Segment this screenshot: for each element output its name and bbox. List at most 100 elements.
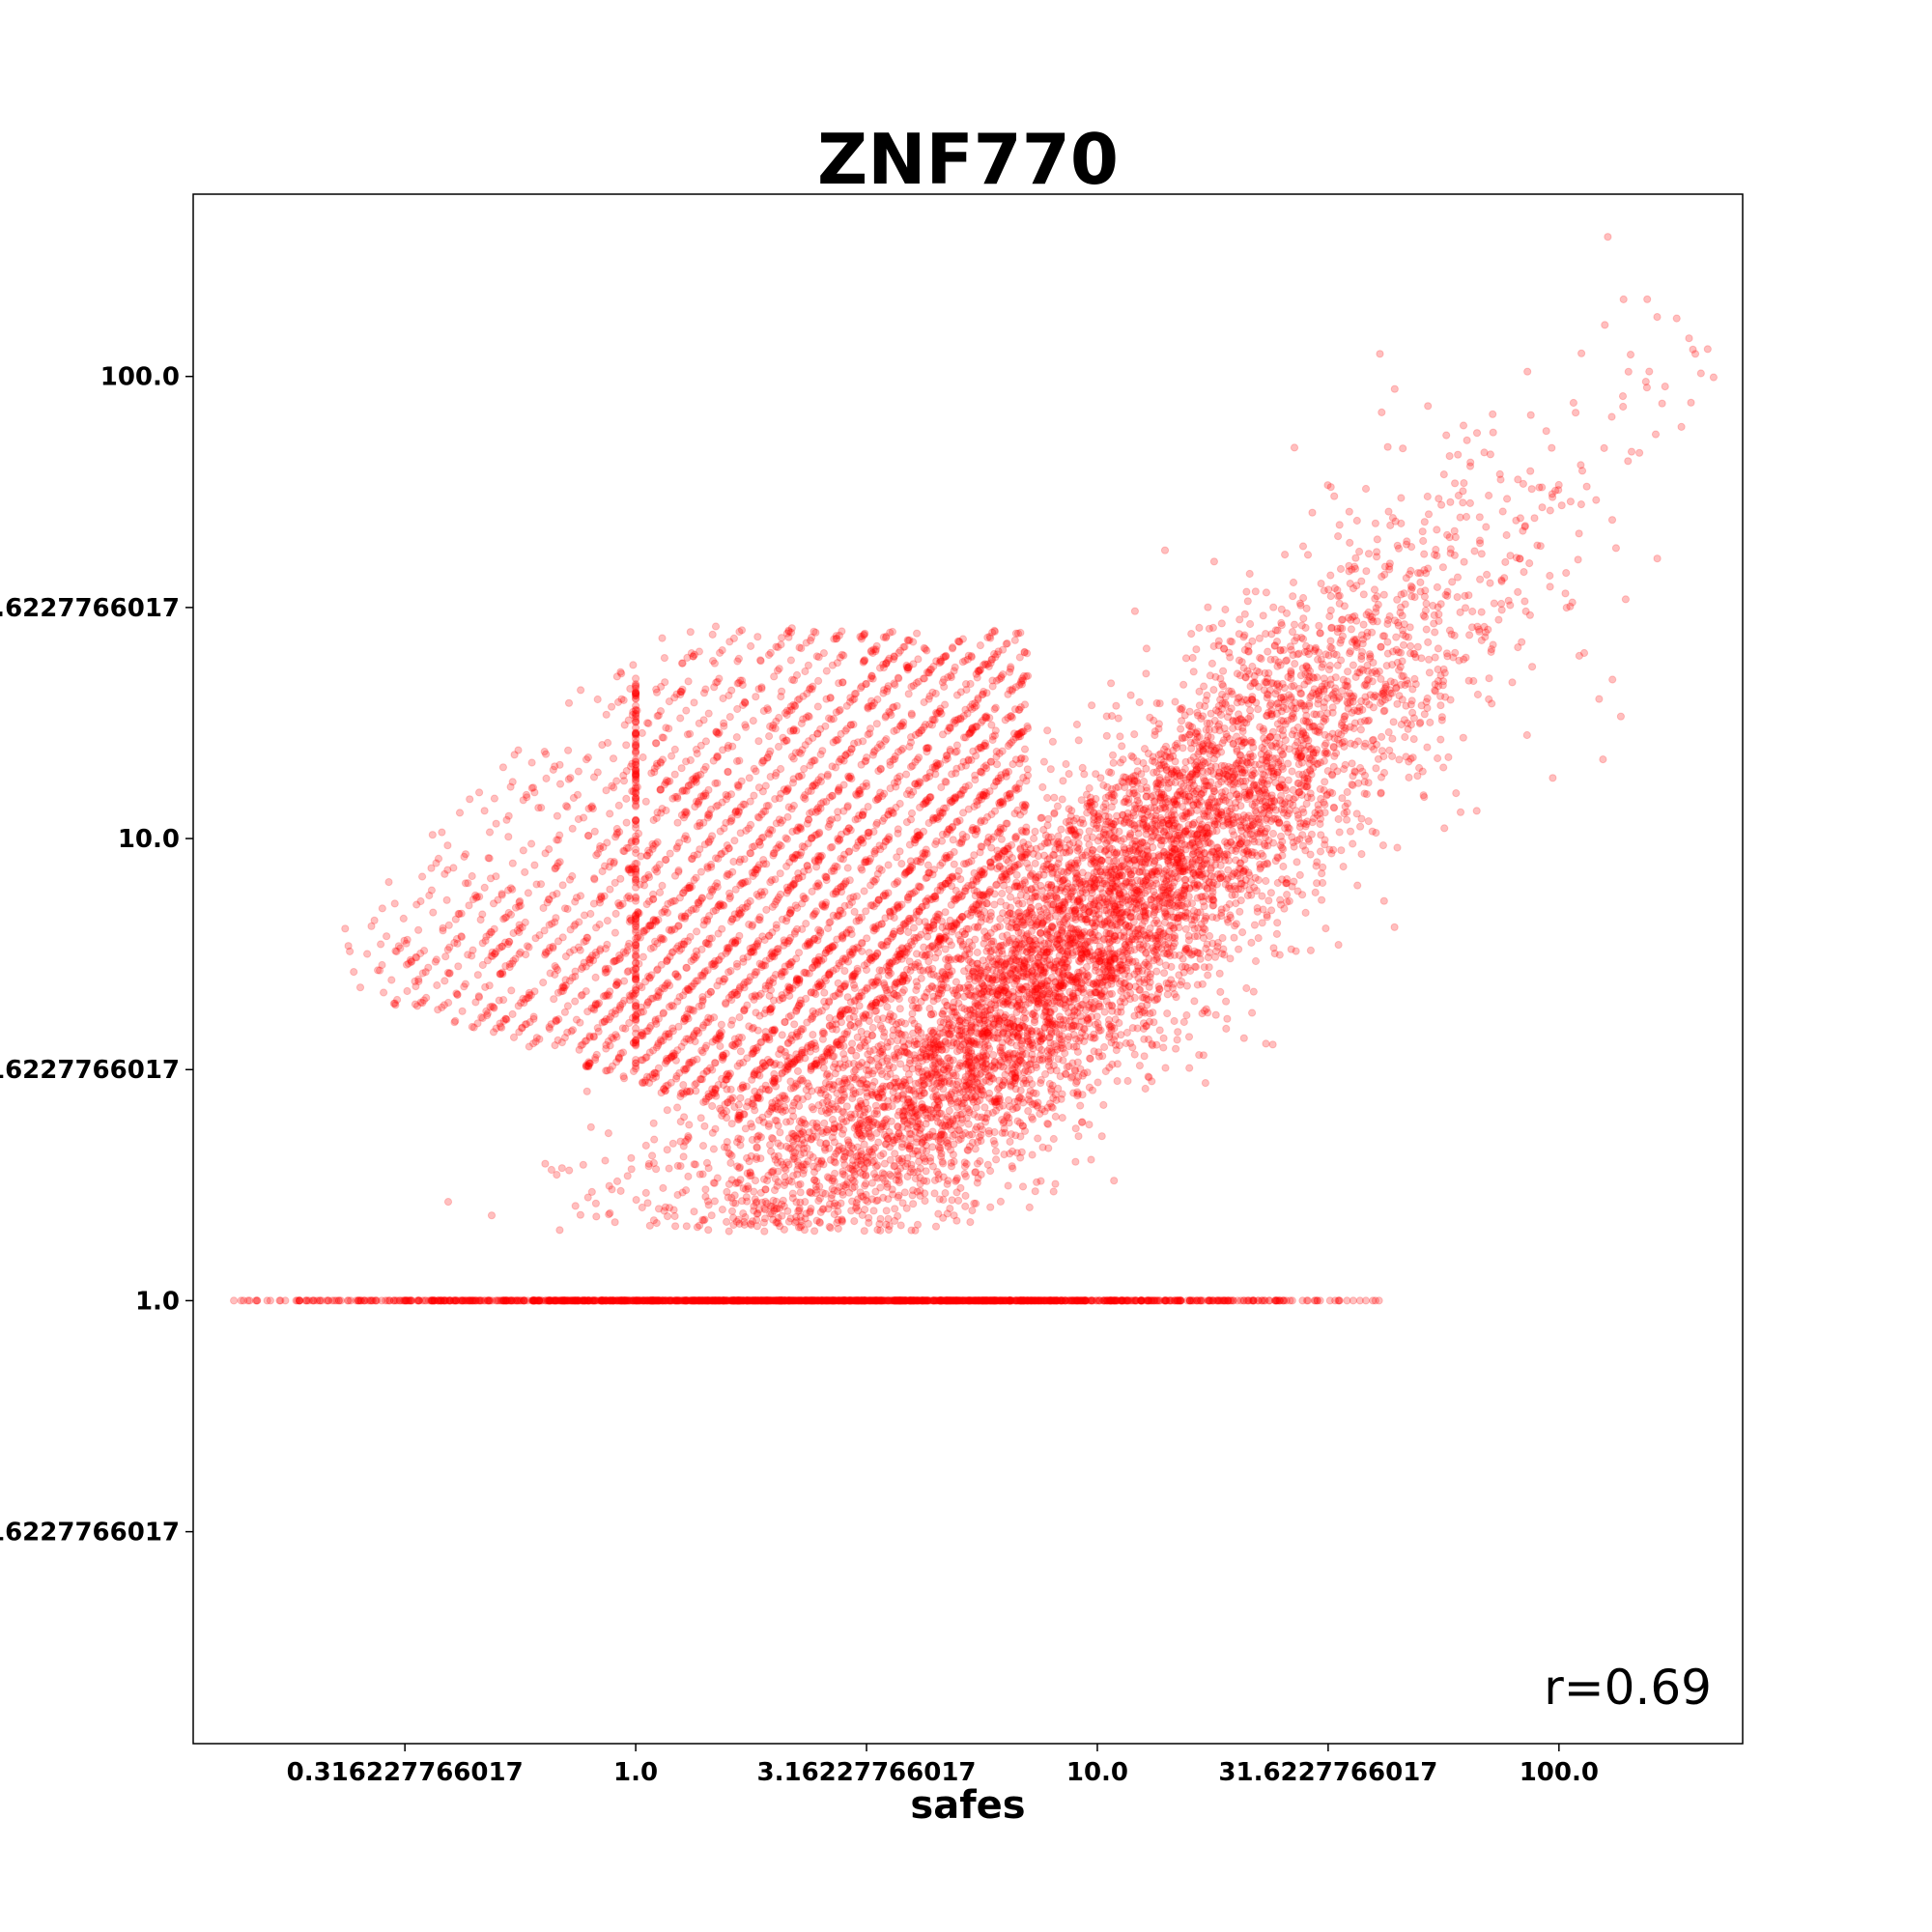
scatter-point bbox=[1548, 493, 1557, 501]
scatter-point bbox=[1111, 1032, 1120, 1040]
scatter-point bbox=[1498, 507, 1507, 516]
scatter-point bbox=[1088, 701, 1096, 710]
scatter-point bbox=[1135, 1062, 1145, 1070]
scatter-point bbox=[1183, 784, 1193, 793]
scatter-point bbox=[1357, 577, 1366, 585]
scatter-point bbox=[1441, 590, 1450, 600]
scatter-point bbox=[1341, 802, 1350, 811]
scatter-point bbox=[724, 1227, 733, 1236]
scatter-point bbox=[1078, 888, 1087, 896]
scatter-point bbox=[1114, 714, 1122, 723]
scatter-point bbox=[1116, 732, 1124, 741]
scatter-point bbox=[950, 860, 958, 868]
scatter-point bbox=[1217, 619, 1226, 628]
scatter-point bbox=[1379, 768, 1389, 778]
scatter-point bbox=[1440, 824, 1449, 833]
scatter-point bbox=[985, 1006, 995, 1014]
scatter-point bbox=[1600, 443, 1608, 452]
scatter-point bbox=[1008, 919, 1016, 927]
scatter-point bbox=[973, 1179, 981, 1187]
scatter-point bbox=[1276, 646, 1285, 655]
scatter-point bbox=[861, 1038, 869, 1047]
scatter-point bbox=[1287, 674, 1295, 683]
scatter-point bbox=[1291, 660, 1299, 668]
scatter-point bbox=[824, 1100, 833, 1110]
scatter-point bbox=[998, 889, 1007, 898]
scatter-point bbox=[1290, 620, 1299, 629]
scatter-point bbox=[1200, 963, 1208, 972]
scatter-point bbox=[1198, 820, 1207, 829]
scatter-point bbox=[1272, 929, 1282, 939]
scatter-point bbox=[1294, 760, 1303, 769]
scatter-point bbox=[1512, 516, 1520, 525]
scatter-point bbox=[1085, 944, 1094, 952]
scatter-point bbox=[1037, 980, 1046, 988]
scatter-point bbox=[1239, 1034, 1248, 1042]
scatter-point bbox=[1392, 633, 1401, 641]
scatter-point bbox=[1658, 399, 1666, 408]
scatter-point bbox=[1219, 667, 1228, 675]
scatter-point bbox=[1377, 674, 1385, 684]
scatter-point bbox=[826, 1224, 835, 1233]
scatter-point bbox=[891, 1205, 899, 1213]
scatter-point bbox=[1131, 982, 1140, 991]
scatter-point bbox=[1352, 616, 1361, 625]
scatter-point bbox=[1349, 839, 1357, 848]
scatter-point bbox=[1059, 1015, 1068, 1025]
scatter-point bbox=[998, 1038, 1007, 1047]
scatter-point bbox=[1185, 722, 1195, 730]
scatter-point bbox=[1460, 479, 1468, 488]
scatter-point bbox=[1446, 497, 1455, 506]
scatter-point bbox=[1420, 592, 1430, 601]
scatter-point bbox=[909, 1200, 918, 1208]
scatter-point bbox=[1032, 1063, 1041, 1072]
scatter-point bbox=[975, 1133, 984, 1142]
scatter-point bbox=[1269, 603, 1278, 611]
scatter-point bbox=[1356, 665, 1366, 673]
scatter-point bbox=[811, 1041, 820, 1051]
scatter-point bbox=[1142, 644, 1151, 653]
scatter-point bbox=[701, 1185, 710, 1194]
scatter-point bbox=[1218, 680, 1227, 689]
scatter-point bbox=[1378, 572, 1386, 582]
scatter-point bbox=[700, 1215, 709, 1224]
scatter-point bbox=[1074, 839, 1083, 848]
scatter-point bbox=[1102, 731, 1111, 740]
scatter-point bbox=[1254, 934, 1263, 943]
scatter-point bbox=[1202, 725, 1210, 734]
scatter-point bbox=[1065, 1042, 1073, 1051]
scatter-point bbox=[1145, 954, 1153, 963]
scatter-point bbox=[774, 1139, 782, 1148]
scatter-point bbox=[1283, 656, 1292, 665]
scatter-point bbox=[1004, 857, 1013, 867]
scatter-point bbox=[1483, 570, 1492, 580]
scatter-point bbox=[1477, 608, 1486, 616]
scatter-point bbox=[838, 1107, 847, 1116]
scatter-point bbox=[1334, 814, 1343, 824]
scatter-point bbox=[1262, 876, 1270, 886]
scatter-point bbox=[1072, 869, 1081, 878]
scatter-point bbox=[1108, 936, 1117, 946]
scatter-point bbox=[1468, 607, 1477, 616]
scatter-point bbox=[1141, 1084, 1150, 1094]
scatter-point bbox=[879, 1150, 888, 1158]
scatter-point bbox=[1163, 943, 1172, 952]
scatter-point bbox=[1154, 851, 1163, 860]
scatter-point bbox=[1112, 701, 1121, 710]
scatter-point bbox=[1341, 760, 1350, 770]
scatter-point bbox=[1039, 757, 1049, 766]
scatter-point bbox=[1173, 1036, 1181, 1044]
scatter-point bbox=[1390, 384, 1399, 393]
scatter-point bbox=[949, 836, 957, 844]
scatter-point bbox=[1043, 1120, 1052, 1128]
scatter-point bbox=[1207, 733, 1215, 742]
scatter-point bbox=[1435, 610, 1443, 619]
scatter-point bbox=[1169, 752, 1178, 760]
scatter-point bbox=[1285, 896, 1293, 906]
scatter-point bbox=[1424, 402, 1433, 411]
scatter-point bbox=[952, 978, 961, 986]
scatter-point bbox=[1034, 1134, 1042, 1143]
scatter-point bbox=[1497, 606, 1506, 614]
scatter-point bbox=[883, 1003, 892, 1011]
scatter-point bbox=[1122, 949, 1131, 958]
